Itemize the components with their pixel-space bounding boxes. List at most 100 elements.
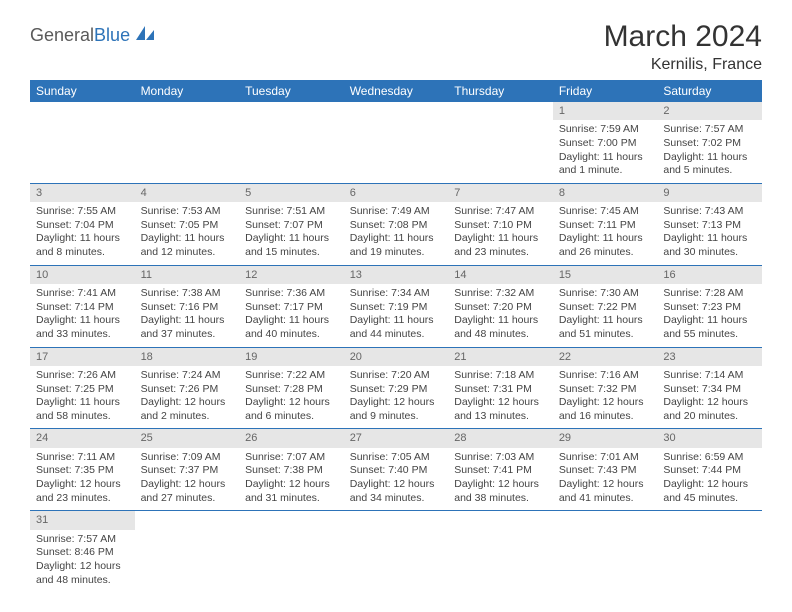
day-number: 6 [344,184,449,202]
daylight-text: Daylight: 12 hours and 23 minutes. [36,478,129,505]
calendar-cell: 12Sunrise: 7:36 AMSunset: 7:17 PMDayligh… [239,265,344,347]
day-details: Sunrise: 7:57 AMSunset: 7:02 PMDaylight:… [657,120,762,183]
daylight-text: Daylight: 11 hours and 55 minutes. [663,314,756,341]
day-details: Sunrise: 7:45 AMSunset: 7:11 PMDaylight:… [553,202,658,265]
sunset-text: Sunset: 7:16 PM [141,301,234,315]
daylight-text: Daylight: 12 hours and 13 minutes. [454,396,547,423]
day-details: Sunrise: 7:18 AMSunset: 7:31 PMDaylight:… [448,366,553,429]
sunrise-text: Sunrise: 7:53 AM [141,205,234,219]
daylight-text: Daylight: 12 hours and 2 minutes. [141,396,234,423]
sunset-text: Sunset: 7:00 PM [559,137,652,151]
sunrise-text: Sunrise: 7:07 AM [245,451,338,465]
calendar-cell [30,102,135,183]
sunset-text: Sunset: 7:37 PM [141,464,234,478]
sunrise-text: Sunrise: 7:22 AM [245,369,338,383]
sunrise-text: Sunrise: 7:14 AM [663,369,756,383]
day-details: Sunrise: 7:49 AMSunset: 7:08 PMDaylight:… [344,202,449,265]
sunrise-text: Sunrise: 7:30 AM [559,287,652,301]
daylight-text: Daylight: 12 hours and 48 minutes. [36,560,129,587]
sunset-text: Sunset: 7:40 PM [350,464,443,478]
day-details: Sunrise: 7:09 AMSunset: 7:37 PMDaylight:… [135,448,240,511]
calendar-cell: 26Sunrise: 7:07 AMSunset: 7:38 PMDayligh… [239,429,344,511]
daylight-text: Daylight: 12 hours and 31 minutes. [245,478,338,505]
sunset-text: Sunset: 7:11 PM [559,219,652,233]
day-number: 13 [344,266,449,284]
calendar-cell [135,102,240,183]
day-details: Sunrise: 7:38 AMSunset: 7:16 PMDaylight:… [135,284,240,347]
daylight-text: Daylight: 11 hours and 5 minutes. [663,151,756,178]
day-number: 12 [239,266,344,284]
calendar-cell: 5Sunrise: 7:51 AMSunset: 7:07 PMDaylight… [239,183,344,265]
calendar-cell: 29Sunrise: 7:01 AMSunset: 7:43 PMDayligh… [553,429,658,511]
day-number: 21 [448,348,553,366]
day-details: Sunrise: 7:16 AMSunset: 7:32 PMDaylight:… [553,366,658,429]
day-details: Sunrise: 7:26 AMSunset: 7:25 PMDaylight:… [30,366,135,429]
sunrise-text: Sunrise: 7:32 AM [454,287,547,301]
title-block: March 2024 Kernilis, France [604,20,762,74]
calendar-cell: 30Sunrise: 6:59 AMSunset: 7:44 PMDayligh… [657,429,762,511]
sunset-text: Sunset: 7:34 PM [663,383,756,397]
daylight-text: Daylight: 12 hours and 6 minutes. [245,396,338,423]
weekday-header: Sunday [30,80,135,102]
day-details: Sunrise: 7:47 AMSunset: 7:10 PMDaylight:… [448,202,553,265]
sail-icon [134,24,156,47]
daylight-text: Daylight: 11 hours and 26 minutes. [559,232,652,259]
day-number: 8 [553,184,658,202]
sunrise-text: Sunrise: 7:49 AM [350,205,443,219]
sunset-text: Sunset: 7:38 PM [245,464,338,478]
calendar-cell: 18Sunrise: 7:24 AMSunset: 7:26 PMDayligh… [135,347,240,429]
calendar-cell: 25Sunrise: 7:09 AMSunset: 7:37 PMDayligh… [135,429,240,511]
day-number: 19 [239,348,344,366]
weekday-header: Tuesday [239,80,344,102]
day-number: 18 [135,348,240,366]
calendar-cell: 15Sunrise: 7:30 AMSunset: 7:22 PMDayligh… [553,265,658,347]
day-number: 16 [657,266,762,284]
sunrise-text: Sunrise: 7:55 AM [36,205,129,219]
day-number: 7 [448,184,553,202]
day-details: Sunrise: 7:28 AMSunset: 7:23 PMDaylight:… [657,284,762,347]
daylight-text: Daylight: 12 hours and 38 minutes. [454,478,547,505]
calendar-cell: 22Sunrise: 7:16 AMSunset: 7:32 PMDayligh… [553,347,658,429]
calendar-cell: 16Sunrise: 7:28 AMSunset: 7:23 PMDayligh… [657,265,762,347]
sunrise-text: Sunrise: 7:45 AM [559,205,652,219]
calendar-cell: 3Sunrise: 7:55 AMSunset: 7:04 PMDaylight… [30,183,135,265]
sunrise-text: Sunrise: 7:57 AM [663,123,756,137]
calendar-cell: 11Sunrise: 7:38 AMSunset: 7:16 PMDayligh… [135,265,240,347]
calendar-cell [448,102,553,183]
location: Kernilis, France [604,56,762,74]
daylight-text: Daylight: 11 hours and 15 minutes. [245,232,338,259]
sunset-text: Sunset: 7:10 PM [454,219,547,233]
day-details: Sunrise: 7:32 AMSunset: 7:20 PMDaylight:… [448,284,553,347]
day-details: Sunrise: 7:11 AMSunset: 7:35 PMDaylight:… [30,448,135,511]
day-number: 20 [344,348,449,366]
daylight-text: Daylight: 11 hours and 23 minutes. [454,232,547,259]
day-details: Sunrise: 7:57 AMSunset: 8:46 PMDaylight:… [30,530,135,593]
day-number: 4 [135,184,240,202]
sunset-text: Sunset: 7:02 PM [663,137,756,151]
sunrise-text: Sunrise: 7:18 AM [454,369,547,383]
daylight-text: Daylight: 12 hours and 34 minutes. [350,478,443,505]
daylight-text: Daylight: 12 hours and 9 minutes. [350,396,443,423]
daylight-text: Daylight: 11 hours and 33 minutes. [36,314,129,341]
calendar-cell: 10Sunrise: 7:41 AMSunset: 7:14 PMDayligh… [30,265,135,347]
day-number: 27 [344,429,449,447]
sunset-text: Sunset: 7:07 PM [245,219,338,233]
calendar-cell: 27Sunrise: 7:05 AMSunset: 7:40 PMDayligh… [344,429,449,511]
day-number: 30 [657,429,762,447]
day-details: Sunrise: 7:20 AMSunset: 7:29 PMDaylight:… [344,366,449,429]
sunrise-text: Sunrise: 7:26 AM [36,369,129,383]
sunrise-text: Sunrise: 7:16 AM [559,369,652,383]
calendar-cell [657,511,762,592]
weekday-header: Monday [135,80,240,102]
header: GeneralBlue March 2024 Kernilis, France [30,20,762,74]
day-details: Sunrise: 7:53 AMSunset: 7:05 PMDaylight:… [135,202,240,265]
calendar-cell [553,511,658,592]
day-number: 1 [553,102,658,120]
sunset-text: Sunset: 8:46 PM [36,546,129,560]
sunset-text: Sunset: 7:22 PM [559,301,652,315]
day-details: Sunrise: 6:59 AMSunset: 7:44 PMDaylight:… [657,448,762,511]
calendar-cell: 21Sunrise: 7:18 AMSunset: 7:31 PMDayligh… [448,347,553,429]
daylight-text: Daylight: 11 hours and 1 minute. [559,151,652,178]
day-details: Sunrise: 7:22 AMSunset: 7:28 PMDaylight:… [239,366,344,429]
day-number: 3 [30,184,135,202]
